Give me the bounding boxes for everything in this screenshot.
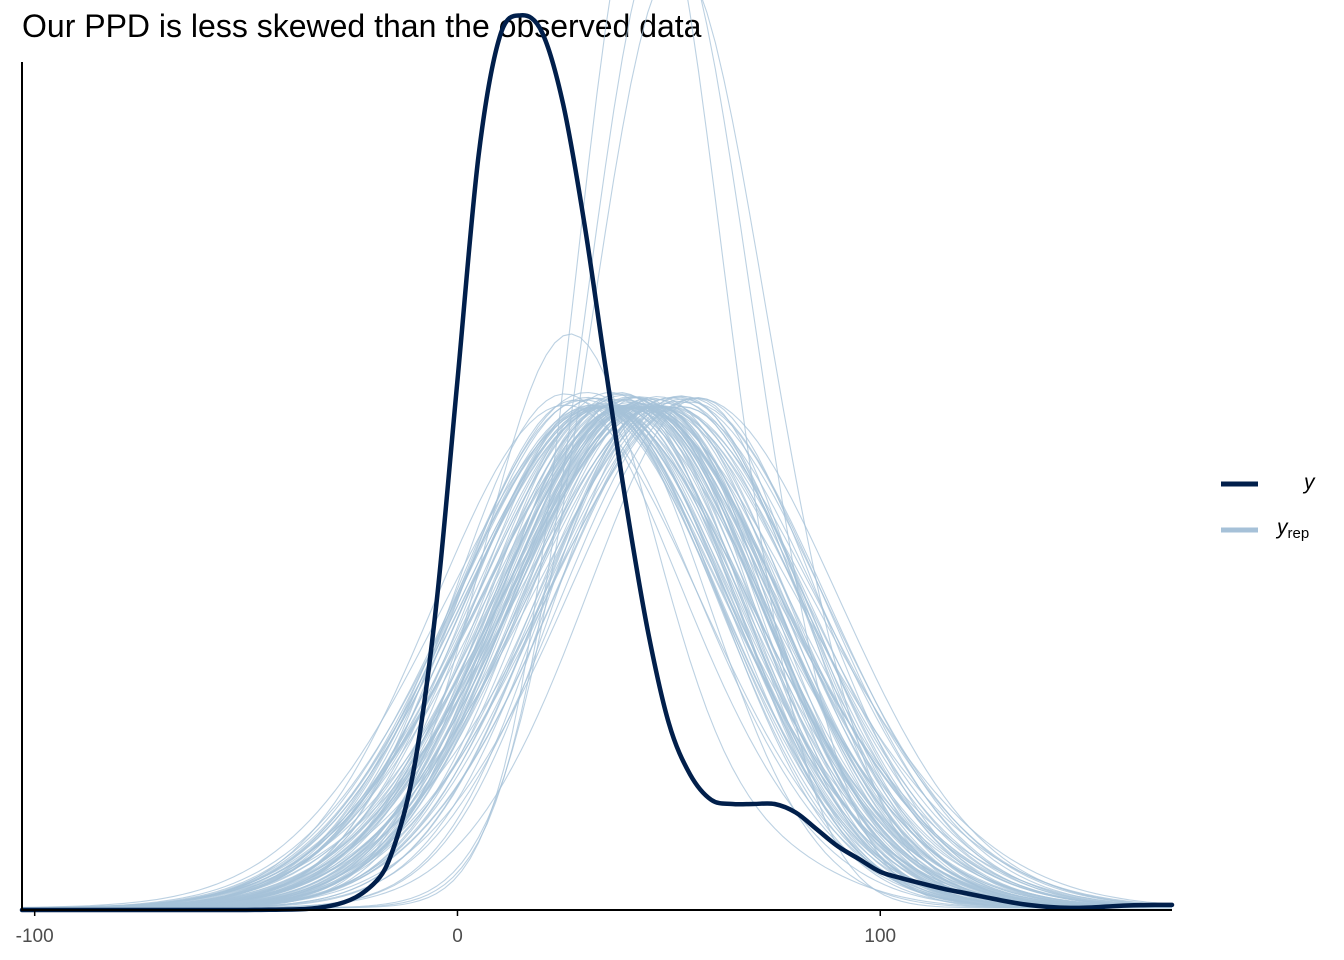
- yrep-density-line: [22, 406, 1173, 909]
- legend-y-label: y: [1302, 471, 1316, 494]
- yrep-density-line: [22, 404, 1172, 909]
- yrep-density-line: [22, 407, 1172, 909]
- yrep-density-line: [21, 404, 1172, 909]
- x-tick-label: 100: [864, 926, 896, 947]
- yrep-density-line: [22, 404, 1173, 909]
- yrep-density-line: [22, 406, 1172, 909]
- yrep-density-line: [22, 405, 1172, 909]
- x-tick-label: 0: [452, 926, 463, 947]
- yrep-density-line: [22, 406, 1172, 909]
- x-tick-label: -100: [16, 926, 54, 947]
- chart-title: Our PPD is less skewed than the observed…: [22, 8, 702, 44]
- yrep-density-line: [22, 404, 1172, 909]
- y-density-line: [19, 13, 1175, 913]
- yrep-density-line: [22, 405, 1173, 909]
- yrep-density-line: [22, 403, 1173, 909]
- yrep-density-line: [22, 404, 1172, 909]
- yrep-density-line: [22, 401, 1173, 909]
- yrep-density-line: [22, 404, 1172, 909]
- yrep-density-line: [22, 402, 1172, 909]
- yrep-density-line: [22, 0, 1172, 909]
- yrep-density-line: [22, 406, 1172, 909]
- yrep-density-line: [22, 407, 1172, 909]
- yrep-density-line: [22, 404, 1172, 909]
- yrep-density-line: [22, 404, 1172, 909]
- yrep-density-line: [22, 406, 1172, 909]
- yrep-density-line: [22, 406, 1172, 909]
- yrep-density-line: [22, 405, 1173, 909]
- yrep-density-line: [22, 407, 1173, 909]
- yrep-density-line: [22, 398, 1173, 909]
- yrep-density-line: [22, 406, 1173, 909]
- yrep-density-line: [22, 405, 1173, 909]
- yrep-density-line: [22, 403, 1173, 909]
- yrep-density-line: [22, 406, 1173, 909]
- yrep-density-line: [22, 406, 1173, 909]
- yrep-density-line: [22, 406, 1173, 909]
- yrep-density-line: [21, 407, 1172, 909]
- yrep-density-line: [22, 405, 1172, 909]
- yrep-density-line: [22, 406, 1172, 909]
- yrep-density-line: [22, 407, 1172, 909]
- legend-yrep-main: y: [1275, 516, 1289, 539]
- yrep-series: [21, 0, 1173, 909]
- yrep-density-line: [22, 402, 1172, 909]
- yrep-density-line: [22, 0, 1172, 909]
- x-axis-ticks: -100 0 100: [16, 910, 896, 947]
- yrep-density-line: [22, 406, 1173, 909]
- yrep-density-line: [21, 406, 1173, 908]
- yrep-density-line: [22, 405, 1173, 909]
- yrep-density-line: [21, 406, 1172, 909]
- yrep-density-line: [22, 406, 1172, 909]
- yrep-density-line: [22, 406, 1173, 909]
- yrep-density-line: [22, 400, 1173, 909]
- yrep-density-line: [22, 404, 1172, 909]
- yrep-density-line: [22, 402, 1172, 909]
- yrep-density-line: [22, 406, 1172, 909]
- yrep-density-line: [22, 406, 1172, 909]
- yrep-density-line: [22, 406, 1172, 909]
- yrep-density-line: [22, 405, 1173, 909]
- yrep-density-line: [22, 405, 1172, 909]
- legend-yrep-subscript: rep: [1288, 525, 1310, 542]
- yrep-density-line: [21, 405, 1173, 909]
- yrep-density-line: [22, 403, 1173, 909]
- yrep-density-line: [22, 406, 1173, 909]
- yrep-density-line: [22, 405, 1173, 909]
- yrep-density-line: [22, 407, 1172, 909]
- yrep-density-line: [22, 406, 1172, 909]
- legend: y yrep: [1221, 471, 1316, 542]
- yrep-density-line: [22, 406, 1172, 909]
- yrep-density-line: [21, 404, 1173, 909]
- yrep-density-line: [22, 406, 1172, 909]
- legend-yrep-label: yrep: [1275, 516, 1309, 542]
- yrep-density-line: [22, 405, 1173, 909]
- yrep-density-line: [22, 404, 1172, 909]
- yrep-density-line: [22, 0, 1172, 909]
- yrep-density-line: [22, 401, 1173, 909]
- yrep-density-line: [22, 407, 1172, 909]
- yrep-density-line: [22, 407, 1172, 909]
- yrep-density-line: [22, 396, 1172, 909]
- yrep-density-line: [22, 407, 1172, 909]
- yrep-density-line: [22, 406, 1172, 909]
- yrep-density-line: [22, 402, 1173, 909]
- yrep-density-line: [22, 406, 1173, 909]
